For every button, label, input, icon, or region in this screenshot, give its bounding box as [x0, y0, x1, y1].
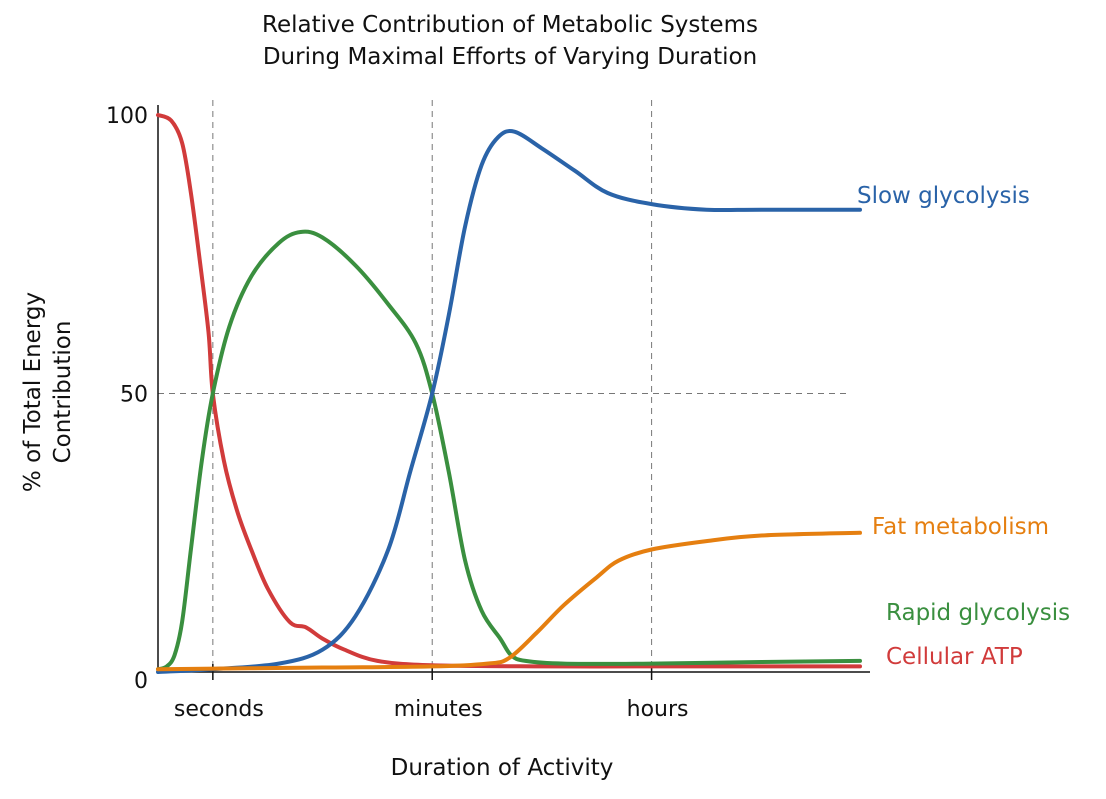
- y-axis-label: % of Total Energy Contribution: [20, 292, 76, 492]
- series-label-fat-metabolism: Fat metabolism: [872, 514, 1049, 540]
- chart-title-line-2: During Maximal Efforts of Varying Durati…: [263, 44, 757, 70]
- series-line-slow-glycolysis: [156, 129, 862, 674]
- x-tick-label-minutes: minutes: [394, 697, 483, 722]
- series-line-fat-metabolism: [156, 530, 862, 672]
- series-line-rapid-glycolysis: [156, 229, 862, 672]
- series-line-cellular-atp: [156, 113, 862, 669]
- y-axis-label-line-2: Contribution: [50, 321, 76, 464]
- x-axis-label: Duration of Activity: [391, 755, 614, 781]
- y-tick-label-100: 100: [106, 104, 148, 129]
- y-axis-label-text: % of Total Energy Contribution: [20, 292, 76, 492]
- chart-title-line-1: Relative Contribution of Metabolic Syste…: [262, 12, 758, 38]
- x-tick-label-seconds: seconds: [174, 697, 264, 722]
- axes: [157, 105, 870, 680]
- y-axis-label-line-1: % of Total Energy: [20, 292, 46, 492]
- series-label-rapid-glycolysis: Rapid glycolysis: [886, 600, 1070, 626]
- chart-title: Relative Contribution of Metabolic Syste…: [262, 12, 758, 70]
- grid-lines: [158, 100, 850, 672]
- y-tick-label-0: 0: [134, 669, 148, 694]
- x-tick-label-hours: hours: [627, 697, 689, 722]
- series-label-cellular-atp: Cellular ATP: [886, 644, 1023, 670]
- series-label-slow-glycolysis: Slow glycolysis: [857, 183, 1030, 209]
- series-labels: Cellular ATP Rapid glycolysis Slow glycoly…: [857, 183, 1070, 670]
- series-lines: [156, 113, 862, 674]
- y-tick-label-50: 50: [120, 383, 148, 408]
- tick-labels: seconds minutes hours 0 50 100: [106, 104, 689, 722]
